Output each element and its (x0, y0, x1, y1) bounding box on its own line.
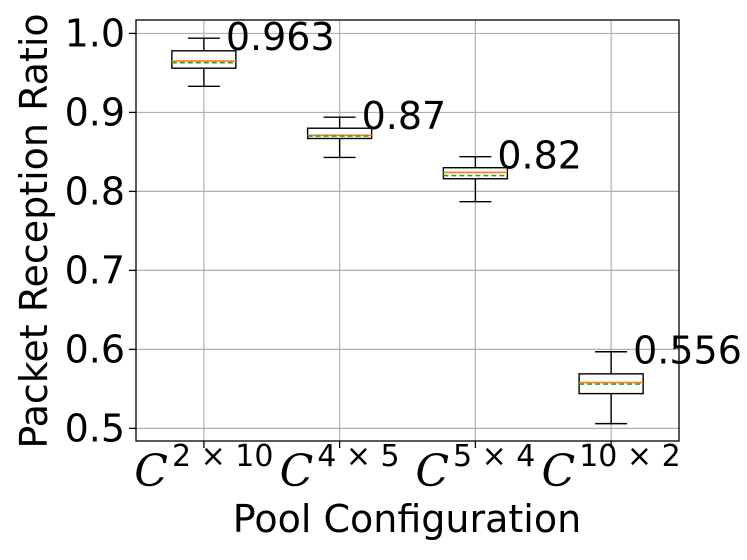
y-tick-label: 0.9 (65, 90, 125, 134)
y-tick-label: 0.7 (65, 248, 125, 292)
iqr-box (171, 50, 237, 69)
plot-area-frame (135, 19, 680, 442)
mean-value-label: 0.82 (497, 134, 582, 178)
x-axis-label: Pool Configuration (233, 497, 581, 541)
mean-value-label: 0.87 (362, 94, 447, 138)
category-base: C (134, 446, 168, 497)
mean-value-label: 0.963 (226, 15, 335, 59)
y-axis: 0.5 0.6 0.7 0.8 0.9 1.0 (65, 11, 136, 450)
iqr-box (306, 127, 373, 140)
y-axis-label: Packet Reception Ratio (12, 13, 56, 448)
category-base: C (542, 446, 576, 497)
category-base: C (415, 446, 449, 497)
y-tick-label: 0.5 (65, 406, 125, 450)
y-tick-label: 0.6 (65, 327, 125, 371)
mean-value-label: 0.556 (633, 329, 742, 373)
category-exponent: 10 × 2 (579, 439, 680, 474)
category-exponent: 5 × 4 (453, 439, 535, 474)
category-exponent: 2 × 10 (172, 439, 273, 474)
category-base: C (280, 446, 314, 497)
y-tick-label: 0.8 (65, 169, 125, 213)
data-labels-layer: 0.963 0.87 0.82 0.556 (226, 15, 742, 373)
boxes-layer (171, 37, 644, 425)
category-exponent: 4 × 5 (317, 439, 399, 474)
x-tick-label: C 10 × 2 (542, 439, 681, 497)
y-tick-label: 1.0 (65, 11, 125, 55)
